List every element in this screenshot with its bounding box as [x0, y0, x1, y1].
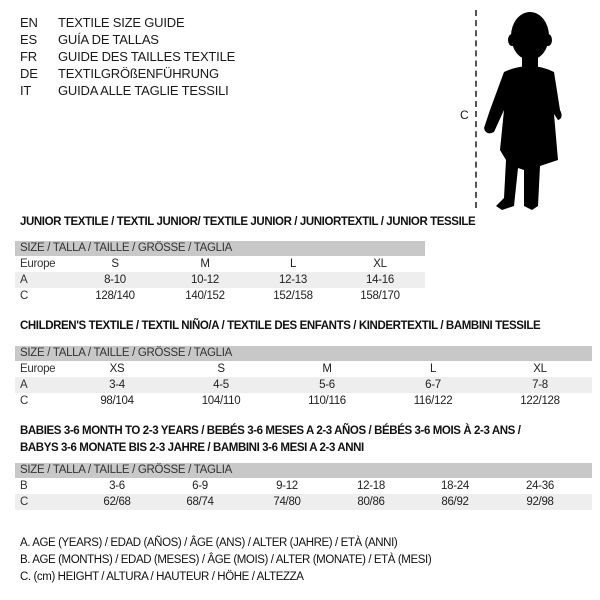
table-cell: 152/158	[273, 290, 313, 302]
table-row: C 128/140 140/152 152/158 158/170	[15, 288, 425, 304]
children-title: CHILDREN'S TEXTILE / TEXTIL NIÑO/A / TEX…	[20, 320, 541, 332]
table-cell: S	[217, 363, 225, 375]
table-cell: 9-12	[276, 480, 298, 492]
junior-size-table: SIZE / TALLA / TAILLE / GRÖSSE / TAGLIA E…	[15, 241, 425, 304]
height-measure-line	[475, 10, 477, 208]
table-cell: 158/170	[360, 290, 400, 302]
table-cell: 92/98	[526, 496, 554, 508]
child-silhouette-icon	[484, 12, 562, 210]
row-label: Europe	[20, 363, 56, 375]
size-header: SIZE / TALLA / TAILLE / GRÖSSE / TAGLIA	[15, 463, 592, 478]
table-cell: 4-5	[213, 379, 229, 391]
language-title: GUIDE DES TAILLES TEXTILE	[58, 49, 236, 64]
table-cell: 80/86	[357, 496, 385, 508]
language-title: TEXTILE SIZE GUIDE	[58, 15, 185, 30]
babies-title-line2: BABYS 3-6 MONATE BIS 2-3 JAHRE / BAMBINI…	[20, 442, 364, 454]
babies-title-line1: BABIES 3-6 MONTH TO 2-3 YEARS / BEBÉS 3-…	[20, 425, 521, 437]
language-line: ES GUÍA DE TALLAS	[20, 32, 159, 47]
language-title: GUIDA ALLE TAGLIE TESSILI	[58, 83, 229, 98]
table-cell: 110/116	[308, 395, 346, 407]
table-row: A 3-4 4-5 5-6 6-7 7-8	[15, 377, 592, 393]
language-title: TEXTILGRÖßENFÜHRUNG	[58, 66, 219, 81]
language-line: FR GUIDE DES TAILLES TEXTILE	[20, 49, 235, 64]
size-header: SIZE / TALLA / TAILLE / GRÖSSE / TAGLIA	[15, 241, 425, 256]
table-cell: 10-12	[191, 274, 219, 286]
table-cell: 62/68	[103, 496, 131, 508]
table-row: C 62/68 68/74 74/80 80/86 86/92 92/98	[15, 494, 592, 510]
language-title: GUÍA DE TALLAS	[58, 32, 159, 47]
language-line: EN TEXTILE SIZE GUIDE	[20, 15, 185, 30]
table-cell: 5-6	[319, 379, 335, 391]
table-row: C 98/104 104/110 110/116 116/122 122/128	[15, 393, 592, 409]
table-cell: 6-9	[192, 480, 208, 492]
table-cell: 104/110	[201, 395, 241, 407]
table-cell: 86/92	[441, 496, 469, 508]
table-cell: S	[111, 258, 119, 270]
table-cell: 8-10	[104, 274, 126, 286]
table-cell: 3-4	[109, 379, 125, 391]
table-cell: 68/74	[186, 496, 214, 508]
table-cell: L	[429, 363, 437, 375]
row-label: C	[20, 290, 29, 302]
language-code: EN	[20, 15, 38, 30]
language-code: ES	[20, 32, 37, 47]
table-cell: 140/152	[185, 290, 225, 302]
table-cell: M	[322, 363, 332, 375]
table-cell: 7-8	[532, 379, 548, 391]
table-cell: L	[289, 258, 297, 270]
language-code: DE	[20, 66, 38, 81]
row-label: A	[20, 274, 28, 286]
table-cell: M	[200, 258, 210, 270]
row-label: A	[20, 379, 28, 391]
legend-a: A. AGE (YEARS) / EDAD (AÑOS) / ÂGE (ANS)…	[20, 537, 398, 549]
row-label: C	[20, 496, 29, 508]
table-cell: 14-16	[366, 274, 394, 286]
size-header: SIZE / TALLA / TAILLE / GRÖSSE / TAGLIA	[15, 346, 592, 361]
language-line: IT GUIDA ALLE TAGLIE TESSILI	[20, 83, 229, 98]
table-cell: 24-36	[526, 480, 554, 492]
table-row: A 8-10 10-12 12-13 14-16	[15, 272, 425, 288]
language-line: DE TEXTILGRÖßENFÜHRUNG	[20, 66, 219, 81]
table-cell: 12-13	[279, 274, 307, 286]
height-measure-label: C	[460, 108, 469, 122]
table-row: B 3-6 6-9 9-12 12-18 18-24 24-36	[15, 478, 592, 494]
table-row: Europe S M L XL	[15, 256, 425, 272]
children-size-table: SIZE / TALLA / TAILLE / GRÖSSE / TAGLIA E…	[15, 346, 592, 409]
table-cell: 122/128	[520, 395, 560, 407]
legend-c: C. (cm) HEIGHT / ALTURA / HAUTEUR / HÖHE…	[20, 571, 304, 583]
junior-title: JUNIOR TEXTILE / TEXTIL JUNIOR/ TEXTILE …	[20, 216, 476, 228]
table-cell: XS	[109, 363, 125, 375]
row-label: B	[20, 480, 28, 492]
table-cell: 116/122	[413, 395, 453, 407]
babies-size-table: SIZE / TALLA / TAILLE / GRÖSSE / TAGLIA B…	[15, 463, 592, 510]
table-cell: 18-24	[441, 480, 469, 492]
table-cell: 98/104	[100, 395, 134, 407]
table-row: Europe XS S M L XL	[15, 361, 592, 377]
table-cell: 3-6	[109, 480, 125, 492]
row-label: C	[20, 395, 29, 407]
table-cell: 128/140	[95, 290, 135, 302]
table-cell: 6-7	[425, 379, 441, 391]
language-code: IT	[20, 83, 32, 98]
row-label: Europe	[20, 258, 56, 270]
table-cell: 12-18	[357, 480, 385, 492]
table-cell: 74/80	[273, 496, 301, 508]
legend-b: B. AGE (MONTHS) / EDAD (MESES) / ÂGE (MO…	[20, 554, 432, 566]
table-cell: XL	[373, 258, 387, 270]
language-code: FR	[20, 49, 37, 64]
table-cell: XL	[533, 363, 547, 375]
